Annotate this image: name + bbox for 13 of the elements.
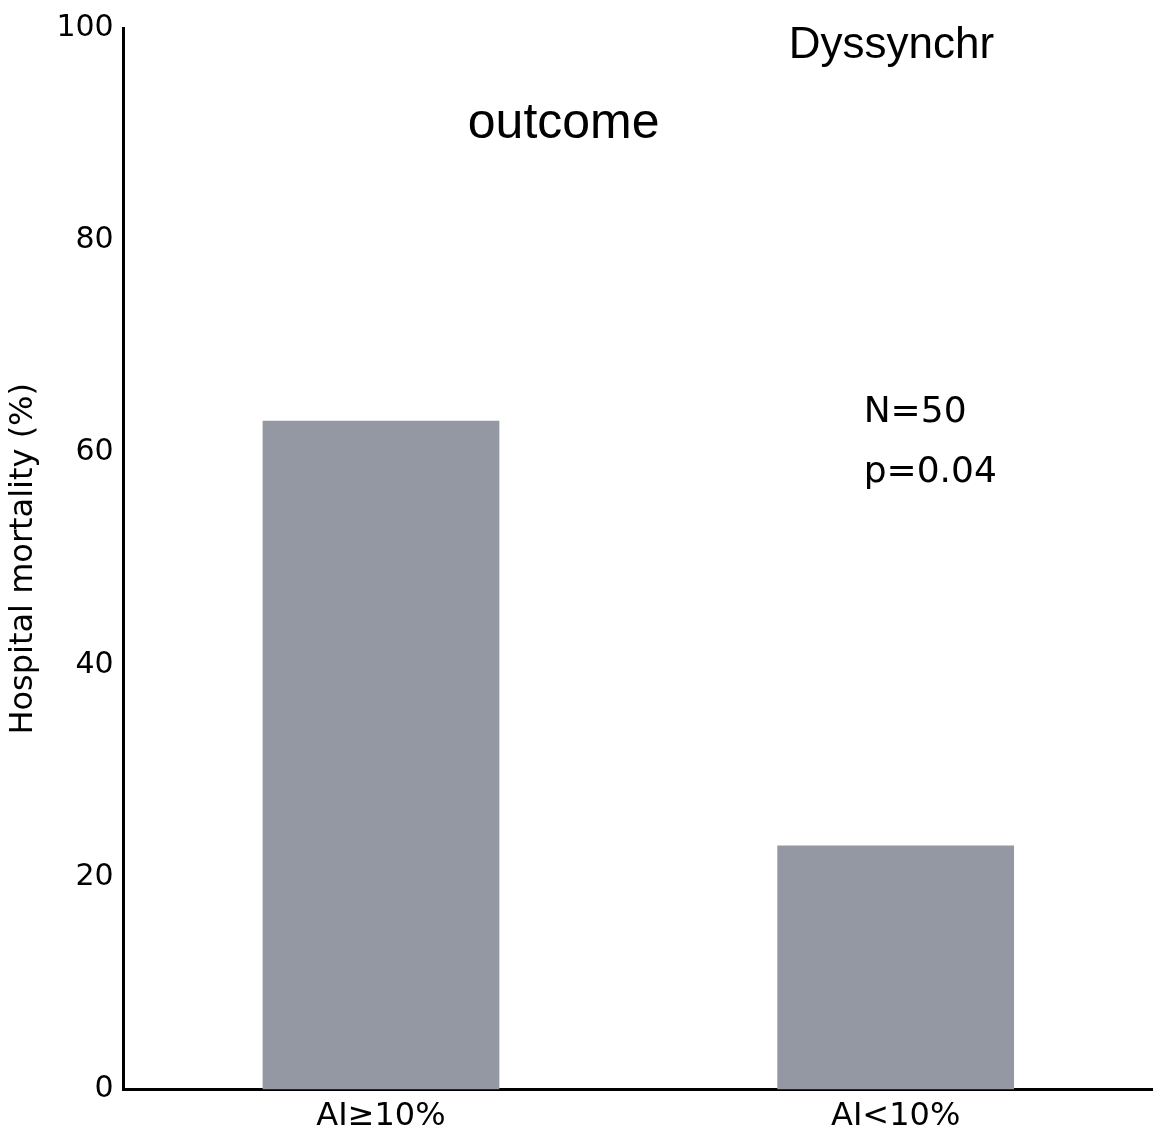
y-tick-label: 40 xyxy=(75,644,114,680)
x-tick-label: AI<10% xyxy=(831,1095,961,1134)
chart-title: Dyssynchr xyxy=(788,18,995,67)
annotation: p=0.04 xyxy=(863,449,997,490)
y-tick-label: 100 xyxy=(56,7,114,43)
x-tick-label: AI≥10% xyxy=(316,1095,446,1134)
annotation: N=50 xyxy=(863,389,967,430)
y-tick-label: 80 xyxy=(75,220,114,256)
y-tick-label: 20 xyxy=(75,857,114,893)
y-tick-label: 60 xyxy=(75,432,114,468)
y-axis-title: Hospital mortality (%) xyxy=(1,383,40,735)
text: outcome xyxy=(467,93,660,149)
y-tick-label: 0 xyxy=(94,1069,114,1105)
